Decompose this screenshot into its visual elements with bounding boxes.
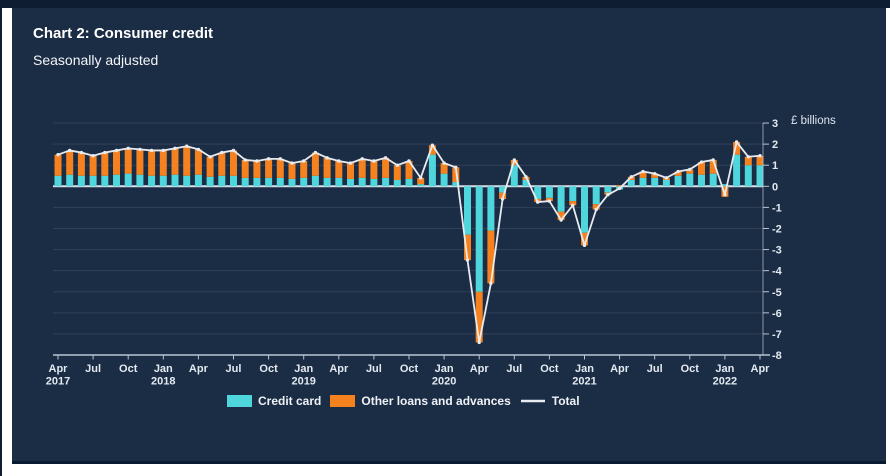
svg-text:1: 1 xyxy=(772,160,778,172)
svg-text:Apr: Apr xyxy=(329,363,349,375)
svg-text:Jan: Jan xyxy=(294,363,313,375)
svg-text:Apr: Apr xyxy=(49,363,69,375)
legend-item-total: Total xyxy=(520,394,580,408)
svg-text:-5: -5 xyxy=(772,287,782,299)
svg-text:-4: -4 xyxy=(772,266,783,278)
svg-text:0: 0 xyxy=(772,181,778,193)
svg-text:Apr: Apr xyxy=(189,363,209,375)
svg-text:2017: 2017 xyxy=(46,376,70,388)
svg-text:Jul: Jul xyxy=(226,363,242,375)
chart-subtitle: Seasonally adjusted xyxy=(33,52,159,68)
svg-text:3: 3 xyxy=(772,118,778,130)
legend: Credit card Other loans and advances Tot… xyxy=(227,394,580,408)
svg-text:-8: -8 xyxy=(772,350,782,362)
total-line-swatch-icon xyxy=(520,399,545,403)
svg-text:-1: -1 xyxy=(772,202,782,214)
svg-text:Oct: Oct xyxy=(540,363,559,375)
svg-text:Oct: Oct xyxy=(259,363,278,375)
svg-text:Jan: Jan xyxy=(575,363,594,375)
svg-text:2022: 2022 xyxy=(713,376,737,388)
chart-panel xyxy=(12,8,886,464)
svg-text:Jan: Jan xyxy=(715,363,734,375)
svg-text:Jan: Jan xyxy=(154,363,173,375)
svg-text:Jul: Jul xyxy=(506,363,522,375)
svg-text:2021: 2021 xyxy=(572,376,596,388)
legend-credit-card-label: Credit card xyxy=(258,394,322,408)
svg-text:2020: 2020 xyxy=(432,376,456,388)
left-edge-border xyxy=(0,0,2,476)
svg-text:2018: 2018 xyxy=(151,376,175,388)
credit-card-swatch-icon xyxy=(227,395,252,407)
svg-text:Jan: Jan xyxy=(435,363,454,375)
svg-text:Apr: Apr xyxy=(751,363,771,375)
svg-text:Oct: Oct xyxy=(400,363,419,375)
svg-text:Oct: Oct xyxy=(119,363,138,375)
svg-text:Apr: Apr xyxy=(470,363,490,375)
chart-title: Chart 2: Consumer credit xyxy=(33,25,214,42)
svg-text:-6: -6 xyxy=(772,308,782,320)
svg-text:-2: -2 xyxy=(772,223,782,235)
svg-text:Oct: Oct xyxy=(681,363,700,375)
y-axis-unit-label: £ billions xyxy=(791,115,836,127)
svg-text:Apr: Apr xyxy=(610,363,630,375)
svg-text:-3: -3 xyxy=(772,245,782,257)
svg-text:2019: 2019 xyxy=(291,376,315,388)
top-strip xyxy=(0,0,890,8)
other-loans-swatch-icon xyxy=(330,395,356,407)
legend-item-credit-card: Credit card xyxy=(227,394,321,408)
svg-text:Jul: Jul xyxy=(85,363,101,375)
svg-text:Jul: Jul xyxy=(647,363,663,375)
svg-text:2: 2 xyxy=(772,139,778,151)
legend-total-label: Total xyxy=(551,394,580,408)
legend-item-other-loans: Other loans and advances xyxy=(330,394,511,408)
legend-other-loans-label: Other loans and advances xyxy=(361,394,511,408)
svg-text:-7: -7 xyxy=(772,329,782,341)
svg-text:Jul: Jul xyxy=(366,363,382,375)
